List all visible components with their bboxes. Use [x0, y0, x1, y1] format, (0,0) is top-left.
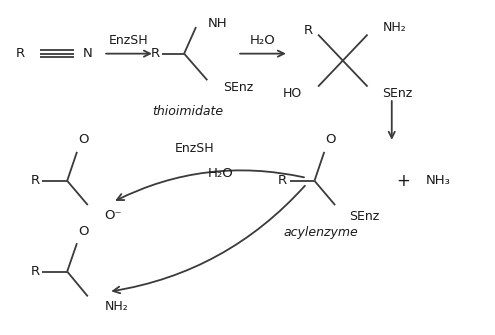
Text: SEnz: SEnz: [223, 81, 253, 94]
Text: O: O: [78, 133, 89, 146]
Text: O⁻: O⁻: [104, 209, 122, 222]
Text: acylenzyme: acylenzyme: [284, 226, 358, 239]
Text: NH₂: NH₂: [383, 21, 406, 34]
Text: SEnz: SEnz: [349, 210, 380, 223]
Text: NH₃: NH₃: [426, 174, 450, 187]
Text: R: R: [31, 265, 40, 278]
Text: R: R: [278, 174, 287, 187]
Text: R: R: [16, 47, 25, 60]
Text: HO: HO: [282, 87, 301, 100]
Text: EnzSH: EnzSH: [175, 142, 214, 155]
Text: R: R: [31, 174, 40, 187]
Text: NH: NH: [207, 16, 227, 29]
Text: R: R: [151, 47, 160, 60]
Text: O: O: [326, 133, 336, 146]
Text: O: O: [78, 224, 89, 238]
Text: SEnz: SEnz: [383, 87, 413, 100]
Text: thioimidate: thioimidate: [152, 105, 224, 118]
Text: +: +: [396, 172, 410, 190]
Text: H₂O: H₂O: [250, 34, 276, 47]
Text: H₂O: H₂O: [207, 167, 233, 180]
Text: NH₂: NH₂: [104, 300, 128, 313]
Text: EnzSH: EnzSH: [109, 34, 149, 47]
Text: R: R: [304, 24, 313, 37]
Text: N: N: [83, 47, 93, 60]
